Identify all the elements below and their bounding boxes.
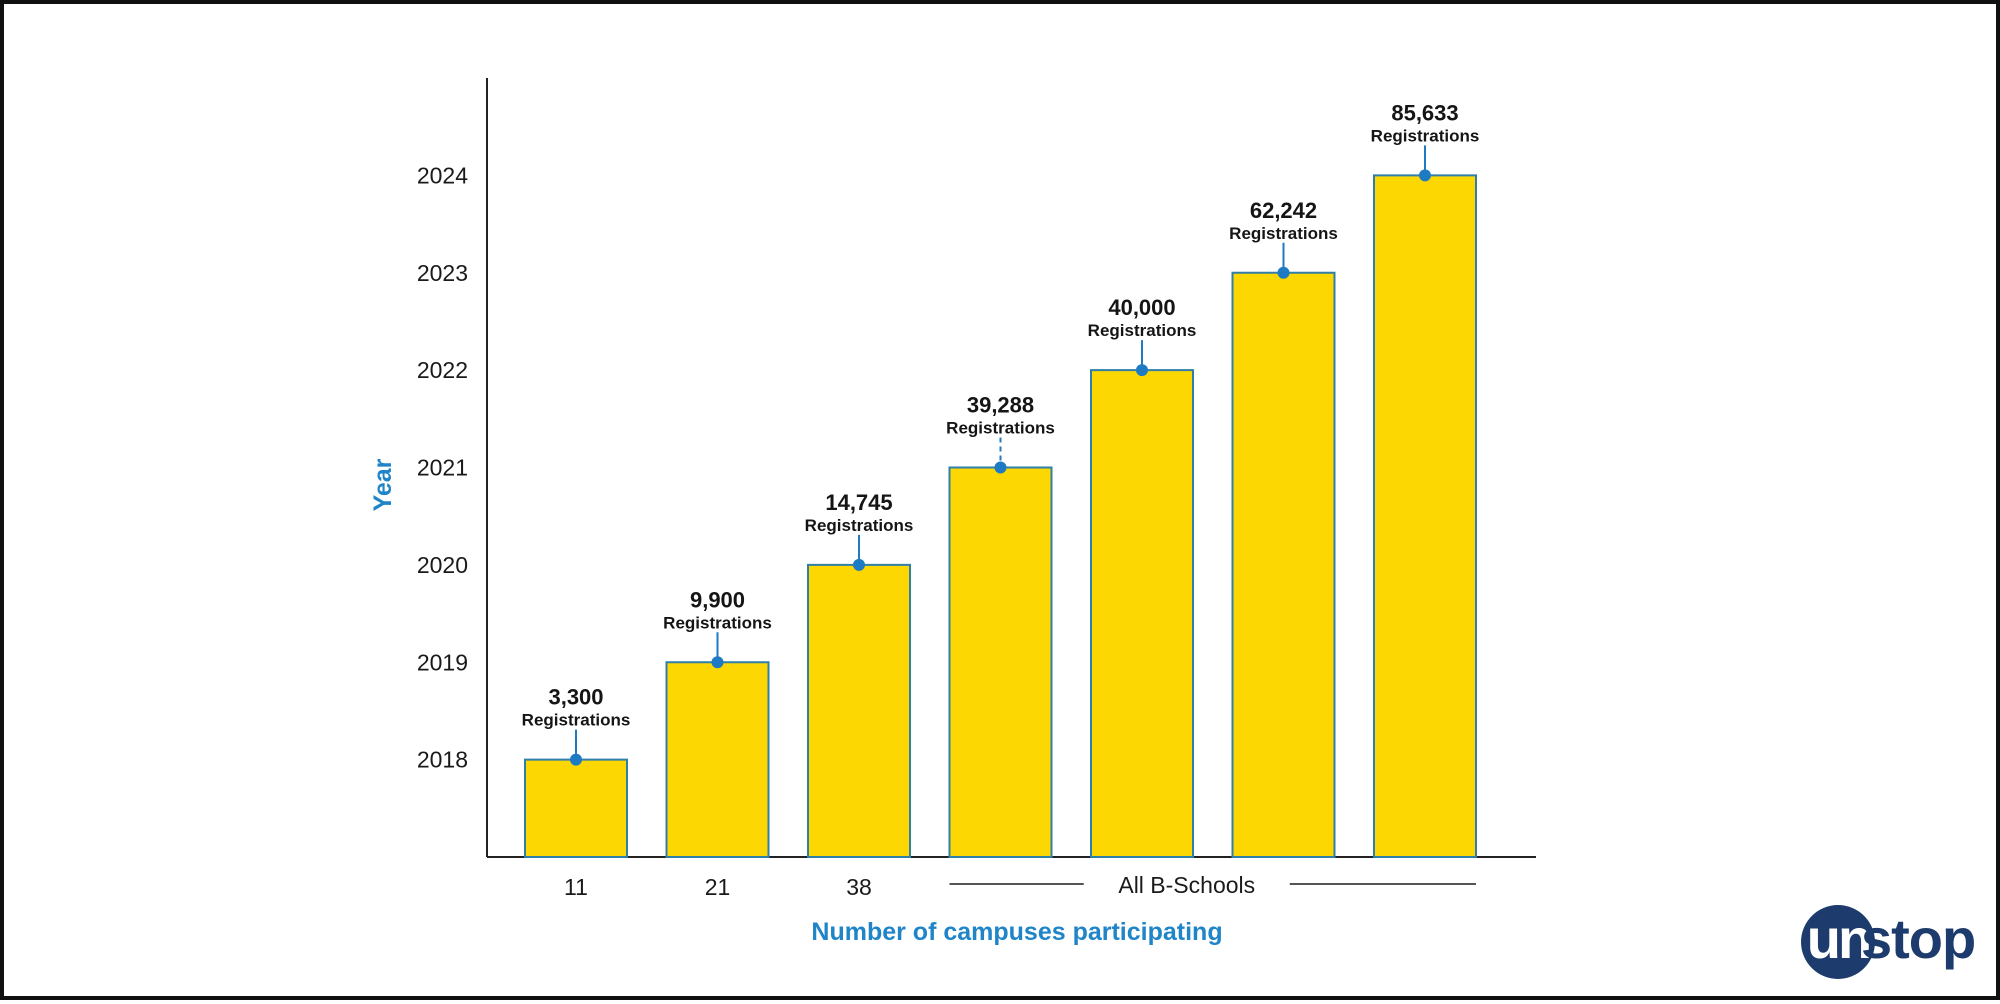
registrations-label: Registrations — [522, 711, 631, 730]
value-label: 62,242 — [1250, 198, 1317, 223]
registrations-label: Registrations — [1088, 321, 1197, 340]
y-tick-label: 2024 — [417, 162, 468, 188]
bar-marker — [1277, 266, 1290, 279]
y-tick-label: 2020 — [417, 552, 468, 578]
bar — [665, 661, 770, 858]
y-tick-label: 2018 — [417, 747, 468, 773]
value-labels-group: 3,300Registrations9,900Registrations14,7… — [522, 100, 1480, 766]
axis-titles-group: Number of campuses participating Year — [369, 458, 1223, 946]
bar-marker — [711, 656, 724, 669]
bar-marker — [570, 753, 582, 766]
value-label: 40,000 — [1108, 295, 1175, 320]
registrations-label: Registrations — [805, 516, 914, 535]
value-label: 39,288 — [967, 393, 1034, 418]
bar — [807, 563, 911, 858]
y-tick-label: 2021 — [417, 455, 468, 481]
y-tick-label: 2022 — [417, 357, 468, 383]
bars-group — [524, 174, 1477, 858]
x-axis-title: Number of campuses participating — [811, 918, 1222, 946]
registrations-label: Registrations — [663, 613, 772, 632]
value-label: 14,745 — [825, 490, 892, 515]
bar-marker — [994, 461, 1007, 474]
registrations-label: Registrations — [1229, 224, 1338, 243]
bar-marker — [853, 558, 865, 571]
x-tick-label: 38 — [846, 874, 872, 900]
value-label: 9,900 — [690, 587, 745, 612]
bar-marker — [1419, 169, 1431, 182]
y-tick-label: 2023 — [417, 260, 468, 286]
logo-text: stop — [1861, 907, 1976, 970]
logo-circle: un — [1801, 905, 1875, 979]
bar — [1090, 369, 1194, 858]
value-label: 85,633 — [1391, 100, 1458, 125]
x-tick-label: 21 — [705, 874, 731, 900]
bar-marker — [1136, 364, 1148, 377]
tick-labels-group: 2018 2019 2020 2021 2022 2023 2024 11 21 38 All B-… — [417, 162, 1476, 900]
y-axis-title: Year — [369, 458, 397, 511]
registrations-label: Registrations — [1371, 126, 1480, 145]
x-tick-label: 11 — [564, 874, 588, 900]
bar — [1373, 174, 1477, 858]
unstop-logo: un stop — [1801, 902, 1976, 982]
y-tick-label: 2019 — [417, 649, 468, 675]
bar — [1231, 271, 1336, 858]
registrations-label: Registrations — [946, 419, 1055, 438]
group-label: All B-Schools — [1118, 872, 1255, 898]
value-label: 3,300 — [548, 685, 603, 710]
bar-chart: 3,300Registrations9,900Registrations14,7… — [369, 78, 1536, 946]
bar — [524, 758, 628, 858]
bar — [948, 466, 1053, 858]
